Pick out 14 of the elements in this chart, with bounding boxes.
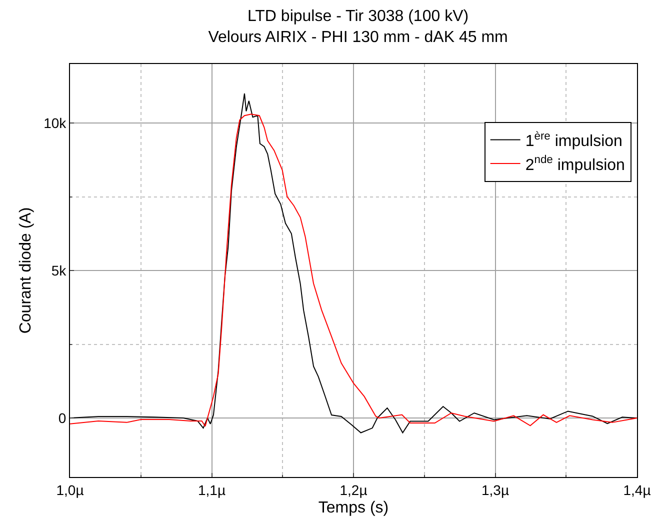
y-tick-label: 5k — [51, 262, 68, 278]
x-axis-title: Temps (s) — [318, 500, 389, 516]
y-tick-label: 10k — [44, 114, 68, 131]
chart-title: LTD bipulse - Tir 3038 (100 kV) — [247, 8, 469, 26]
x-tick-label: 1,3µ — [481, 482, 510, 498]
x-tick-label: 1,1µ — [198, 482, 226, 498]
y-tick-label: 0 — [58, 410, 66, 426]
legend-label: 2$^{nde}$ impulsion — [525, 154, 625, 174]
legend-label: 1$^{ère}$ impulsion — [525, 130, 622, 150]
y-axis-title: Courant diode (A) — [18, 207, 35, 334]
chart-subtitle: Velours AIRIX - PHI 130 mm - dAK 45 mm — [208, 28, 508, 46]
x-tick-label: 1,0µ — [56, 482, 84, 498]
x-tick-label: 1,2µ — [340, 482, 368, 498]
x-tick-label: 1,4µ — [623, 482, 651, 498]
